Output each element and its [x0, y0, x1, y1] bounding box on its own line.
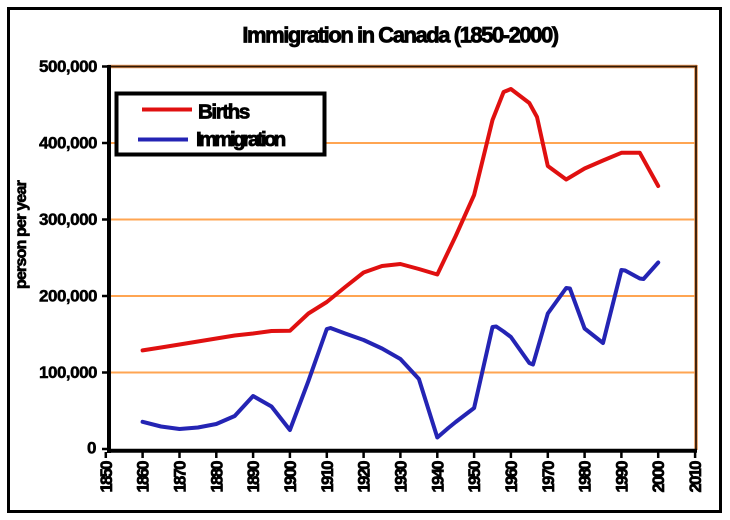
svg-text:2000: 2000 — [650, 461, 668, 493]
svg-text:1930: 1930 — [392, 461, 410, 493]
svg-text:person per year: person per year — [13, 180, 30, 289]
svg-text:1860: 1860 — [135, 461, 153, 493]
svg-text:1870: 1870 — [172, 461, 190, 493]
svg-text:1950: 1950 — [466, 461, 484, 493]
svg-text:1900: 1900 — [282, 461, 300, 493]
svg-text:2010: 2010 — [687, 461, 705, 493]
svg-text:1960: 1960 — [503, 461, 521, 493]
svg-text:300,000: 300,000 — [39, 210, 97, 229]
svg-text:500,000: 500,000 — [39, 57, 97, 76]
svg-text:1920: 1920 — [356, 461, 374, 493]
svg-text:1910: 1910 — [319, 461, 337, 493]
svg-text:1940: 1940 — [429, 461, 447, 493]
svg-text:200,000: 200,000 — [39, 287, 97, 306]
svg-text:Immigration: Immigration — [196, 128, 286, 151]
svg-text:Immigration in Canada (1850-20: Immigration in Canada (1850-2000) — [242, 23, 558, 48]
svg-text:1980: 1980 — [577, 461, 595, 493]
svg-text:1850: 1850 — [98, 461, 116, 493]
svg-text:100,000: 100,000 — [39, 363, 97, 382]
svg-text:1990: 1990 — [613, 461, 631, 493]
svg-text:1890: 1890 — [245, 461, 263, 493]
svg-text:400,000: 400,000 — [39, 134, 97, 153]
svg-text:1970: 1970 — [540, 461, 558, 493]
svg-text:0: 0 — [87, 439, 96, 458]
svg-text:1880: 1880 — [208, 461, 226, 493]
svg-text:Births: Births — [198, 101, 250, 124]
